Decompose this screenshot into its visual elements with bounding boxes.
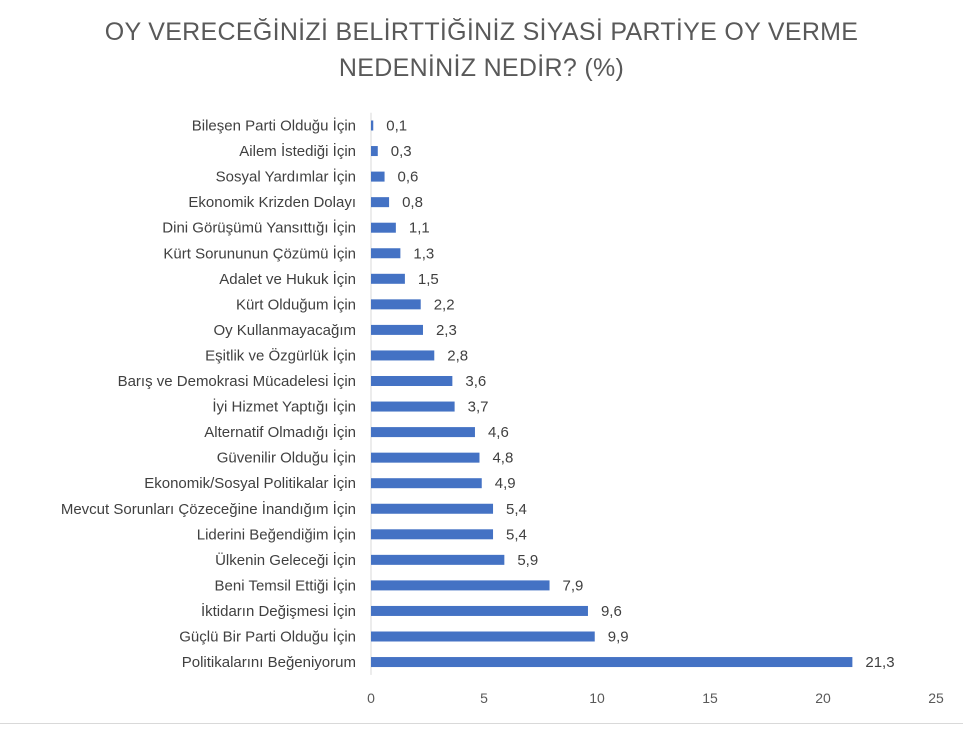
bar bbox=[371, 171, 385, 182]
bar bbox=[371, 273, 405, 284]
value-label: 3,6 bbox=[465, 373, 486, 390]
value-label: 2,2 bbox=[434, 296, 455, 313]
bar bbox=[371, 605, 588, 616]
category-label: Liderini Beğendiğim İçin bbox=[197, 525, 356, 543]
x-tick-label: 5 bbox=[480, 690, 488, 706]
bar bbox=[371, 580, 550, 591]
bar bbox=[371, 248, 401, 259]
value-label: 5,9 bbox=[517, 552, 538, 569]
category-label: Güçlü Bir Parti Olduğu İçin bbox=[179, 628, 356, 646]
bar bbox=[371, 376, 453, 386]
category-label: İktidarın Değişmesi İçin bbox=[201, 602, 356, 620]
bar bbox=[371, 299, 421, 310]
category-label: İyi Hizmet Yaptığı İçin bbox=[212, 398, 356, 416]
category-labels: Bileşen Parti Olduğu İçin Ailem İstediği … bbox=[61, 117, 356, 672]
x-tick-label: 20 bbox=[815, 690, 831, 706]
category-label: Alternatif Olmadığı İçin bbox=[204, 423, 356, 441]
category-label: Ekonomik/Sosyal Politikalar İçin bbox=[144, 474, 356, 492]
category-label: Ekonomik Krizden Dolayı bbox=[188, 194, 356, 211]
value-label: 0,1 bbox=[386, 118, 407, 135]
bar bbox=[371, 146, 378, 157]
value-label: 2,3 bbox=[436, 322, 457, 339]
bar bbox=[371, 427, 475, 438]
chart-title-line-2: NEDENİNİZ NEDİR? (%) bbox=[338, 54, 625, 82]
category-label: Kürt Olduğum İçin bbox=[236, 295, 356, 313]
category-label: Dini Görüşümü Yansıttığı İçin bbox=[162, 219, 356, 237]
category-label: Bileşen Parti Olduğu İçin bbox=[192, 117, 356, 135]
category-label: Barış ve Demokrasi Mücadelesi İçin bbox=[118, 372, 356, 390]
bar bbox=[371, 222, 396, 233]
category-label: Kürt Sorununun Çözümü İçin bbox=[163, 244, 356, 262]
value-label: 4,6 bbox=[488, 424, 509, 441]
category-label: Ülkenin Geleceği İçin bbox=[215, 551, 356, 569]
value-label: 4,9 bbox=[495, 475, 516, 492]
x-tick-label: 0 bbox=[367, 690, 375, 706]
category-label: Beni Temsil Ettiği İçin bbox=[215, 576, 356, 594]
value-label: 2,8 bbox=[447, 347, 468, 364]
value-label: 5,4 bbox=[506, 501, 527, 518]
bar bbox=[371, 452, 480, 463]
value-labels: 0,1 0,3 0,6 0,8 1,1 1,3 1,5 2,2 2,3 2,8 3,6 3,7 4,6 4… bbox=[386, 118, 894, 672]
value-label: 5,4 bbox=[506, 526, 527, 543]
bar bbox=[371, 324, 423, 335]
x-tick-label: 15 bbox=[702, 690, 718, 706]
x-tick-label: 10 bbox=[589, 690, 605, 706]
category-label: Politikalarını Beğeniyorum bbox=[182, 654, 356, 671]
category-label: Oy Kullanmayacağım bbox=[213, 322, 356, 339]
value-label: 9,9 bbox=[608, 629, 629, 646]
category-label: Güvenilir Olduğu İçin bbox=[217, 449, 356, 467]
value-label: 4,8 bbox=[492, 450, 513, 467]
bar bbox=[371, 197, 390, 208]
value-label: 1,5 bbox=[418, 271, 439, 288]
bar bbox=[371, 529, 494, 540]
bar bbox=[371, 350, 435, 361]
bar bbox=[371, 401, 455, 412]
value-label: 7,9 bbox=[563, 577, 584, 594]
category-label: Sosyal Yardımlar İçin bbox=[216, 168, 356, 186]
bar bbox=[371, 554, 505, 565]
category-label: Adalet ve Hukuk İçin bbox=[219, 270, 356, 288]
bars bbox=[371, 120, 853, 668]
value-label: 9,6 bbox=[601, 603, 622, 620]
value-label: 0,6 bbox=[398, 169, 419, 186]
value-label: 0,3 bbox=[391, 143, 412, 160]
bottom-divider bbox=[0, 723, 963, 724]
value-label: 3,7 bbox=[468, 399, 489, 416]
bar bbox=[371, 503, 494, 514]
category-label: Eşitlik ve Özgürlük İçin bbox=[205, 346, 356, 364]
value-label: 1,1 bbox=[409, 220, 430, 237]
value-label: 1,3 bbox=[413, 245, 434, 262]
chart-title: OY VERECEĞİNİZİ BELİRTTİĞİNİZ SİYASİ PAR… bbox=[0, 14, 963, 86]
x-axis-ticks: 0 5 10 15 20 25 bbox=[367, 690, 944, 706]
x-tick-label: 25 bbox=[928, 690, 944, 706]
value-label: 0,8 bbox=[402, 194, 423, 211]
bar bbox=[371, 120, 374, 131]
category-label: Mevcut Sorunları Çözeceğine İnandığım İç… bbox=[61, 500, 356, 518]
category-label: Ailem İstediği İçin bbox=[239, 142, 356, 160]
bar bbox=[371, 631, 595, 642]
value-label: 21,3 bbox=[865, 654, 894, 671]
bar bbox=[371, 478, 482, 489]
bar bbox=[371, 657, 853, 668]
chart-title-line-1: OY VERECEĞİNİZİ BELİRTTİĞİNİZ SİYASİ PAR… bbox=[104, 18, 859, 46]
